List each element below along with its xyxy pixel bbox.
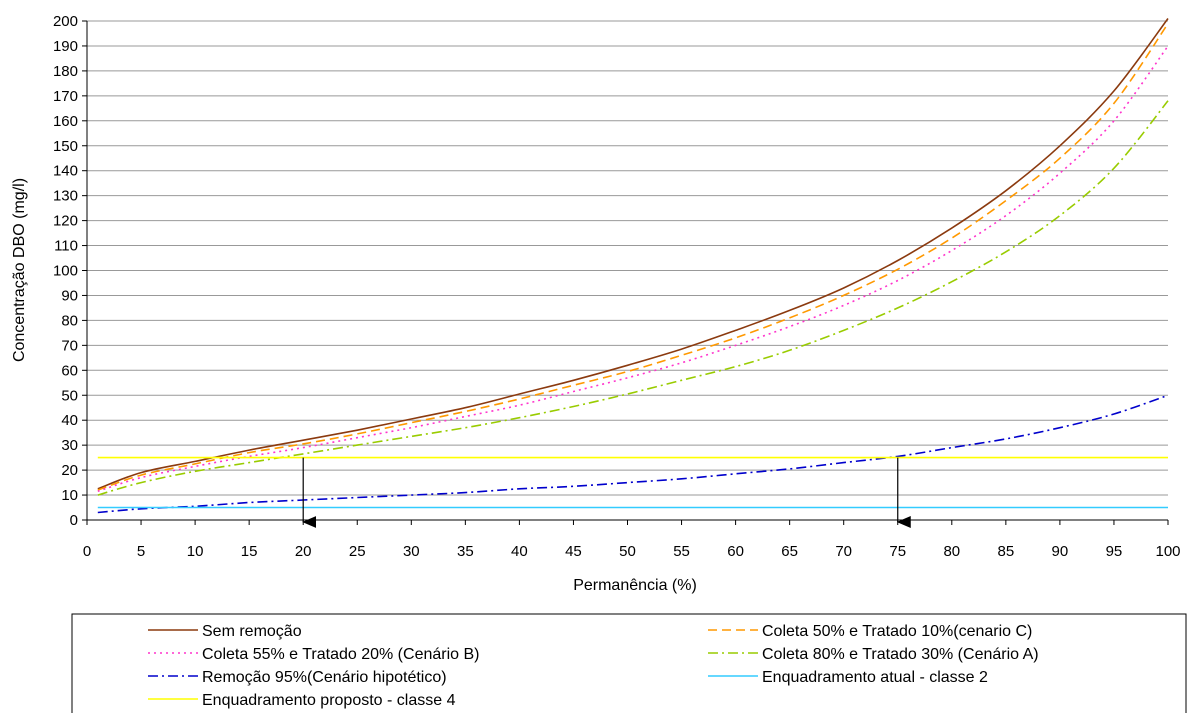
x-tick-label: 30 — [403, 543, 420, 560]
x-tick-label: 25 — [349, 543, 366, 560]
x-tick-label: 15 — [241, 543, 258, 560]
y-tick-label: 110 — [54, 238, 78, 255]
legend: Sem remoção Coleta 50% e Tratado 10%(cena… — [71, 613, 1187, 713]
x-tick-label: 75 — [889, 543, 906, 560]
x-tick-label: 20 — [295, 543, 312, 560]
y-tick-label: 60 — [61, 362, 78, 379]
x-tick-label: 85 — [998, 543, 1015, 560]
x-tick-label: 80 — [943, 543, 960, 560]
x-tick-label: 60 — [727, 543, 744, 560]
series-line-4 — [97, 100, 1169, 496]
legend-label-2: Coleta 50% e Tratado 10%(cenario C) — [762, 623, 1032, 640]
annotations — [302, 457, 911, 528]
y-tick-label: 50 — [61, 387, 78, 404]
x-tick-label: 35 — [457, 543, 474, 560]
grid-lines — [87, 20, 1168, 496]
y-tick-label: 150 — [53, 138, 78, 155]
x-tick-label: 0 — [83, 543, 91, 560]
x-tick-label: 45 — [565, 543, 582, 560]
legend-label-7: Enquadramento proposto - classe 4 — [202, 692, 456, 709]
x-tick-label: 70 — [835, 543, 852, 560]
axes — [82, 20, 1169, 525]
y-tick-label: 130 — [53, 188, 78, 205]
y-tick-label: 190 — [53, 38, 78, 55]
y-tick-label: 10 — [61, 487, 78, 504]
x-tick-label: 55 — [673, 543, 690, 560]
x-tick-label: 90 — [1052, 543, 1069, 560]
y-tick-label: 200 — [53, 13, 78, 30]
y-tick-label: 20 — [61, 462, 78, 479]
x-tick-label: 65 — [781, 543, 798, 560]
legend-label-4: Coleta 80% e Tratado 30% (Cenário A) — [762, 646, 1039, 663]
x-tick-label: 100 — [1155, 543, 1180, 560]
y-tick-label: 180 — [53, 63, 78, 80]
tick-labels: 0102030405060708090100110120130140150160… — [53, 13, 1181, 560]
series-line-2 — [97, 23, 1169, 491]
y-tick-label: 30 — [61, 437, 78, 454]
y-tick-label: 90 — [61, 287, 78, 304]
y-tick-label: 0 — [70, 512, 78, 529]
legend-label-1: Sem remoção — [202, 623, 302, 640]
series-line-3 — [97, 45, 1169, 493]
legend-label-5: Remoção 95%(Cenário hipotético) — [202, 669, 447, 686]
legend-label-6: Enquadramento atual - classe 2 — [762, 669, 988, 686]
y-tick-label: 140 — [53, 163, 78, 180]
x-tick-label: 10 — [187, 543, 204, 560]
legend-box — [71, 613, 1187, 713]
y-tick-label: 80 — [61, 312, 78, 329]
y-tick-label: 40 — [61, 412, 78, 429]
y-tick-label: 70 — [61, 337, 78, 354]
y-tick-label: 100 — [53, 263, 78, 280]
x-tick-label: 5 — [137, 543, 145, 560]
y-tick-label: 170 — [53, 88, 78, 105]
x-axis-title: Permanência (%) — [573, 577, 697, 594]
y-axis-title: Concentração DBO (mg/l) — [11, 178, 28, 362]
x-tick-label: 50 — [619, 543, 636, 560]
legend-label-3: Coleta 55% e Tratado 20% (Cenário B) — [202, 646, 479, 663]
y-tick-label: 120 — [53, 213, 78, 230]
series-line-5 — [97, 394, 1169, 514]
data-series — [97, 18, 1169, 514]
x-tick-label: 40 — [511, 543, 528, 560]
x-tick-label: 95 — [1106, 543, 1123, 560]
series-line-1 — [97, 18, 1169, 490]
y-tick-label: 160 — [53, 113, 78, 130]
